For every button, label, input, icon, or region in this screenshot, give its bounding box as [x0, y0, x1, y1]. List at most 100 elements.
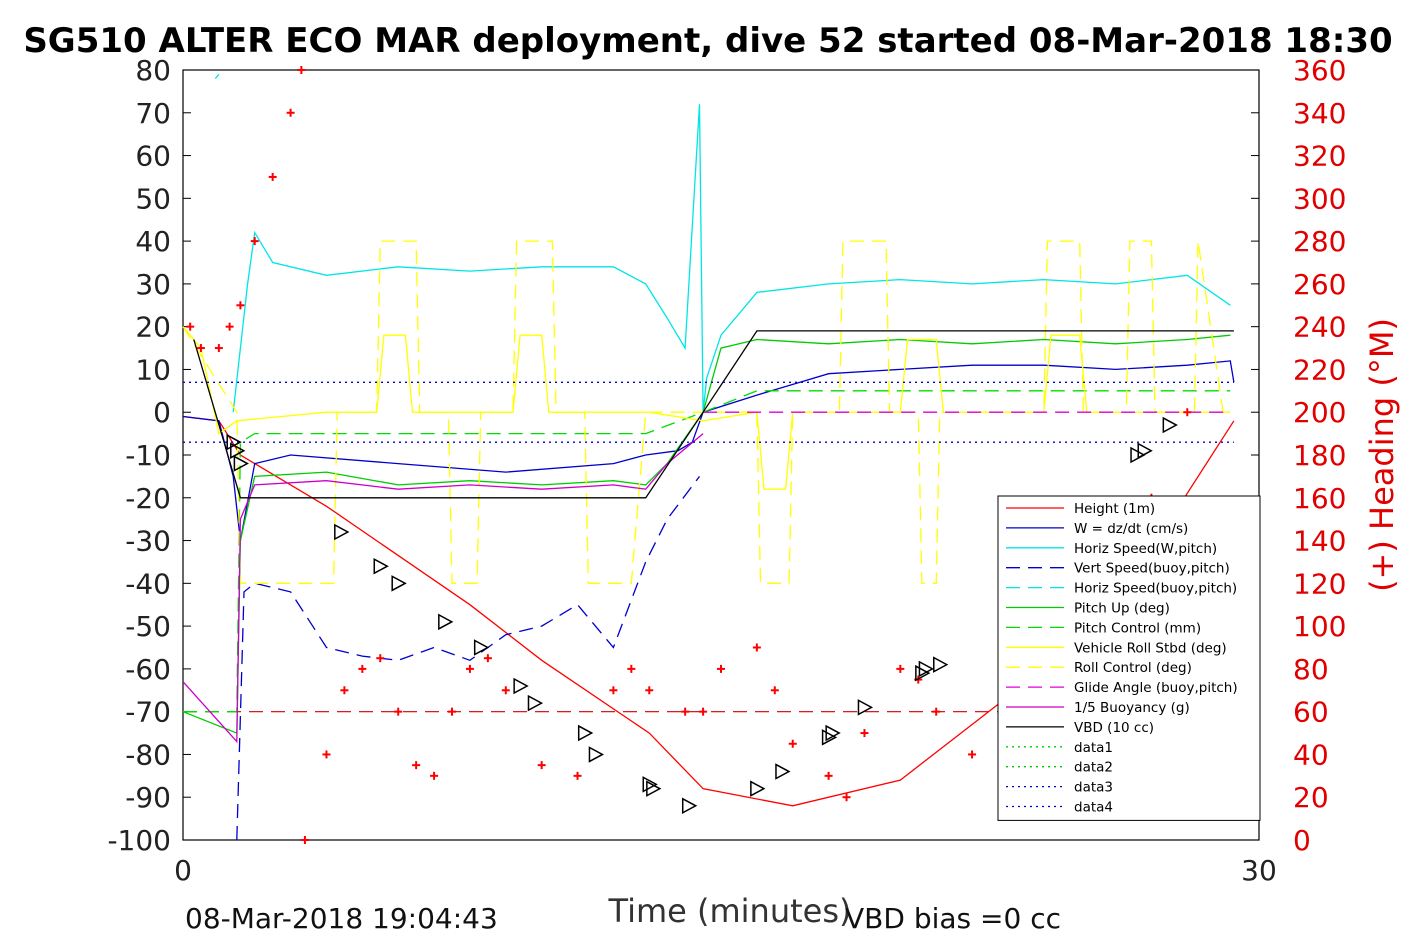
heading-point — [627, 664, 636, 673]
left-tick-label: -40 — [125, 567, 171, 600]
heading-point — [752, 643, 761, 652]
legend-entry: 1/5 Buoyancy (g) — [1074, 700, 1190, 716]
heading-point — [376, 654, 385, 663]
right-tick-label: 80 — [1293, 653, 1329, 686]
right-tick-label: 340 — [1293, 97, 1346, 130]
right-tick-label: 100 — [1293, 610, 1346, 643]
height-marker — [438, 613, 454, 631]
height-marker — [918, 660, 935, 678]
left-tick-label: 40 — [135, 225, 171, 258]
heading-point — [537, 761, 546, 770]
legend-entry: Vehicle Roll Stbd (deg) — [1074, 640, 1227, 656]
height-marker — [642, 776, 658, 793]
heading-point — [358, 664, 367, 673]
heading-point — [186, 322, 195, 331]
height-marker — [527, 694, 544, 712]
height-marker — [513, 677, 529, 695]
heading-point — [196, 344, 205, 353]
height-marker — [750, 780, 766, 797]
series-line-10 — [182, 433, 704, 744]
left-tick-label: 50 — [135, 182, 171, 215]
left-tick-label: 10 — [135, 353, 171, 386]
right-tick-label: 160 — [1293, 482, 1346, 515]
right-axis-label: (+) Heading (°M) — [1363, 318, 1401, 592]
heading-point — [788, 739, 797, 748]
legend-entry: Roll Control (deg) — [1074, 660, 1192, 676]
left-tick-label: 20 — [135, 311, 171, 344]
left-tick-label: -70 — [125, 696, 171, 729]
heading-point — [394, 707, 403, 716]
right-tick-label: 320 — [1293, 140, 1346, 173]
right-tick-label: 180 — [1293, 439, 1346, 472]
heading-point — [645, 686, 654, 695]
heading-point — [896, 664, 905, 673]
heading-point — [250, 237, 259, 246]
heading-point — [340, 686, 349, 695]
heading-point — [236, 301, 245, 310]
height-marker — [588, 746, 605, 763]
heading-point — [1183, 408, 1192, 417]
legend-entry: data3 — [1074, 780, 1113, 796]
right-tick-label: 260 — [1293, 268, 1346, 301]
right-tick-label: 300 — [1293, 182, 1346, 215]
right-tick-labels: 3603403203002802602402202001801601401201… — [1293, 54, 1346, 857]
height-marker — [473, 639, 490, 656]
right-tick-label: 200 — [1293, 396, 1346, 429]
left-tick-label: -30 — [125, 525, 171, 558]
right-tick-label: 120 — [1293, 567, 1346, 600]
right-tick-label: 240 — [1293, 311, 1346, 344]
height-marker — [821, 729, 838, 746]
right-tick-label: 40 — [1293, 738, 1329, 771]
height-marker — [577, 724, 594, 742]
x-axis-label: Time (minutes) — [608, 892, 852, 930]
left-tick-label: -60 — [125, 653, 171, 686]
height-markers — [226, 416, 1178, 815]
footer-timestamp: 08-Mar-2018 19:04:43 — [185, 902, 498, 935]
left-tick-label: -100 — [107, 824, 171, 857]
right-tick-label: 360 — [1293, 54, 1346, 87]
legend-box — [997, 495, 1261, 821]
legend-entry: Horiz Speed(buoy,pitch) — [1074, 581, 1237, 597]
height-marker — [373, 557, 389, 575]
heading-point — [322, 750, 331, 759]
height-marker — [857, 699, 874, 716]
height-marker — [825, 724, 841, 742]
height-marker — [775, 763, 791, 780]
legend-entry: data1 — [1074, 740, 1113, 756]
right-tick-label: 220 — [1293, 353, 1346, 386]
height-marker — [233, 455, 249, 472]
heading-point — [501, 686, 510, 695]
series-line-11 — [193, 330, 1234, 499]
left-tick-label: 70 — [135, 97, 171, 130]
right-tick-label: 280 — [1293, 225, 1346, 258]
heading-point — [824, 771, 833, 780]
height-marker — [334, 523, 350, 541]
heading-point — [699, 707, 708, 716]
footer-vbd-bias: VBD bias =0 cc — [845, 902, 1061, 935]
heading-point — [225, 322, 234, 331]
left-tick-labels: 80 70 60 50 40 30 20 10 0 -10 -20 -30 -40 -50 -60 -70 -8… — [107, 54, 171, 857]
series-line-8 — [182, 240, 1224, 584]
height-marker — [391, 575, 407, 592]
height-marker — [646, 780, 662, 797]
height-marker — [1137, 442, 1153, 459]
heading-point — [300, 836, 309, 844]
series-line-3 — [236, 476, 701, 841]
heading-point — [609, 686, 618, 695]
heading-point — [448, 707, 456, 716]
left-tick-label: 80 — [135, 54, 171, 87]
right-tick-label: 0 — [1293, 824, 1311, 857]
right-tick-label: 60 — [1293, 696, 1329, 729]
heading-point — [268, 172, 277, 181]
heading-point — [214, 344, 223, 353]
heading-point — [770, 686, 779, 695]
series-line-2 — [232, 104, 1231, 413]
right-tick-label: 20 — [1293, 781, 1329, 814]
right-tick-label: 140 — [1293, 525, 1346, 558]
heading-point — [932, 707, 941, 716]
heading-point — [297, 66, 306, 74]
heading-point — [412, 761, 421, 770]
legend-entry: data4 — [1074, 800, 1113, 816]
heading-point — [483, 654, 492, 663]
